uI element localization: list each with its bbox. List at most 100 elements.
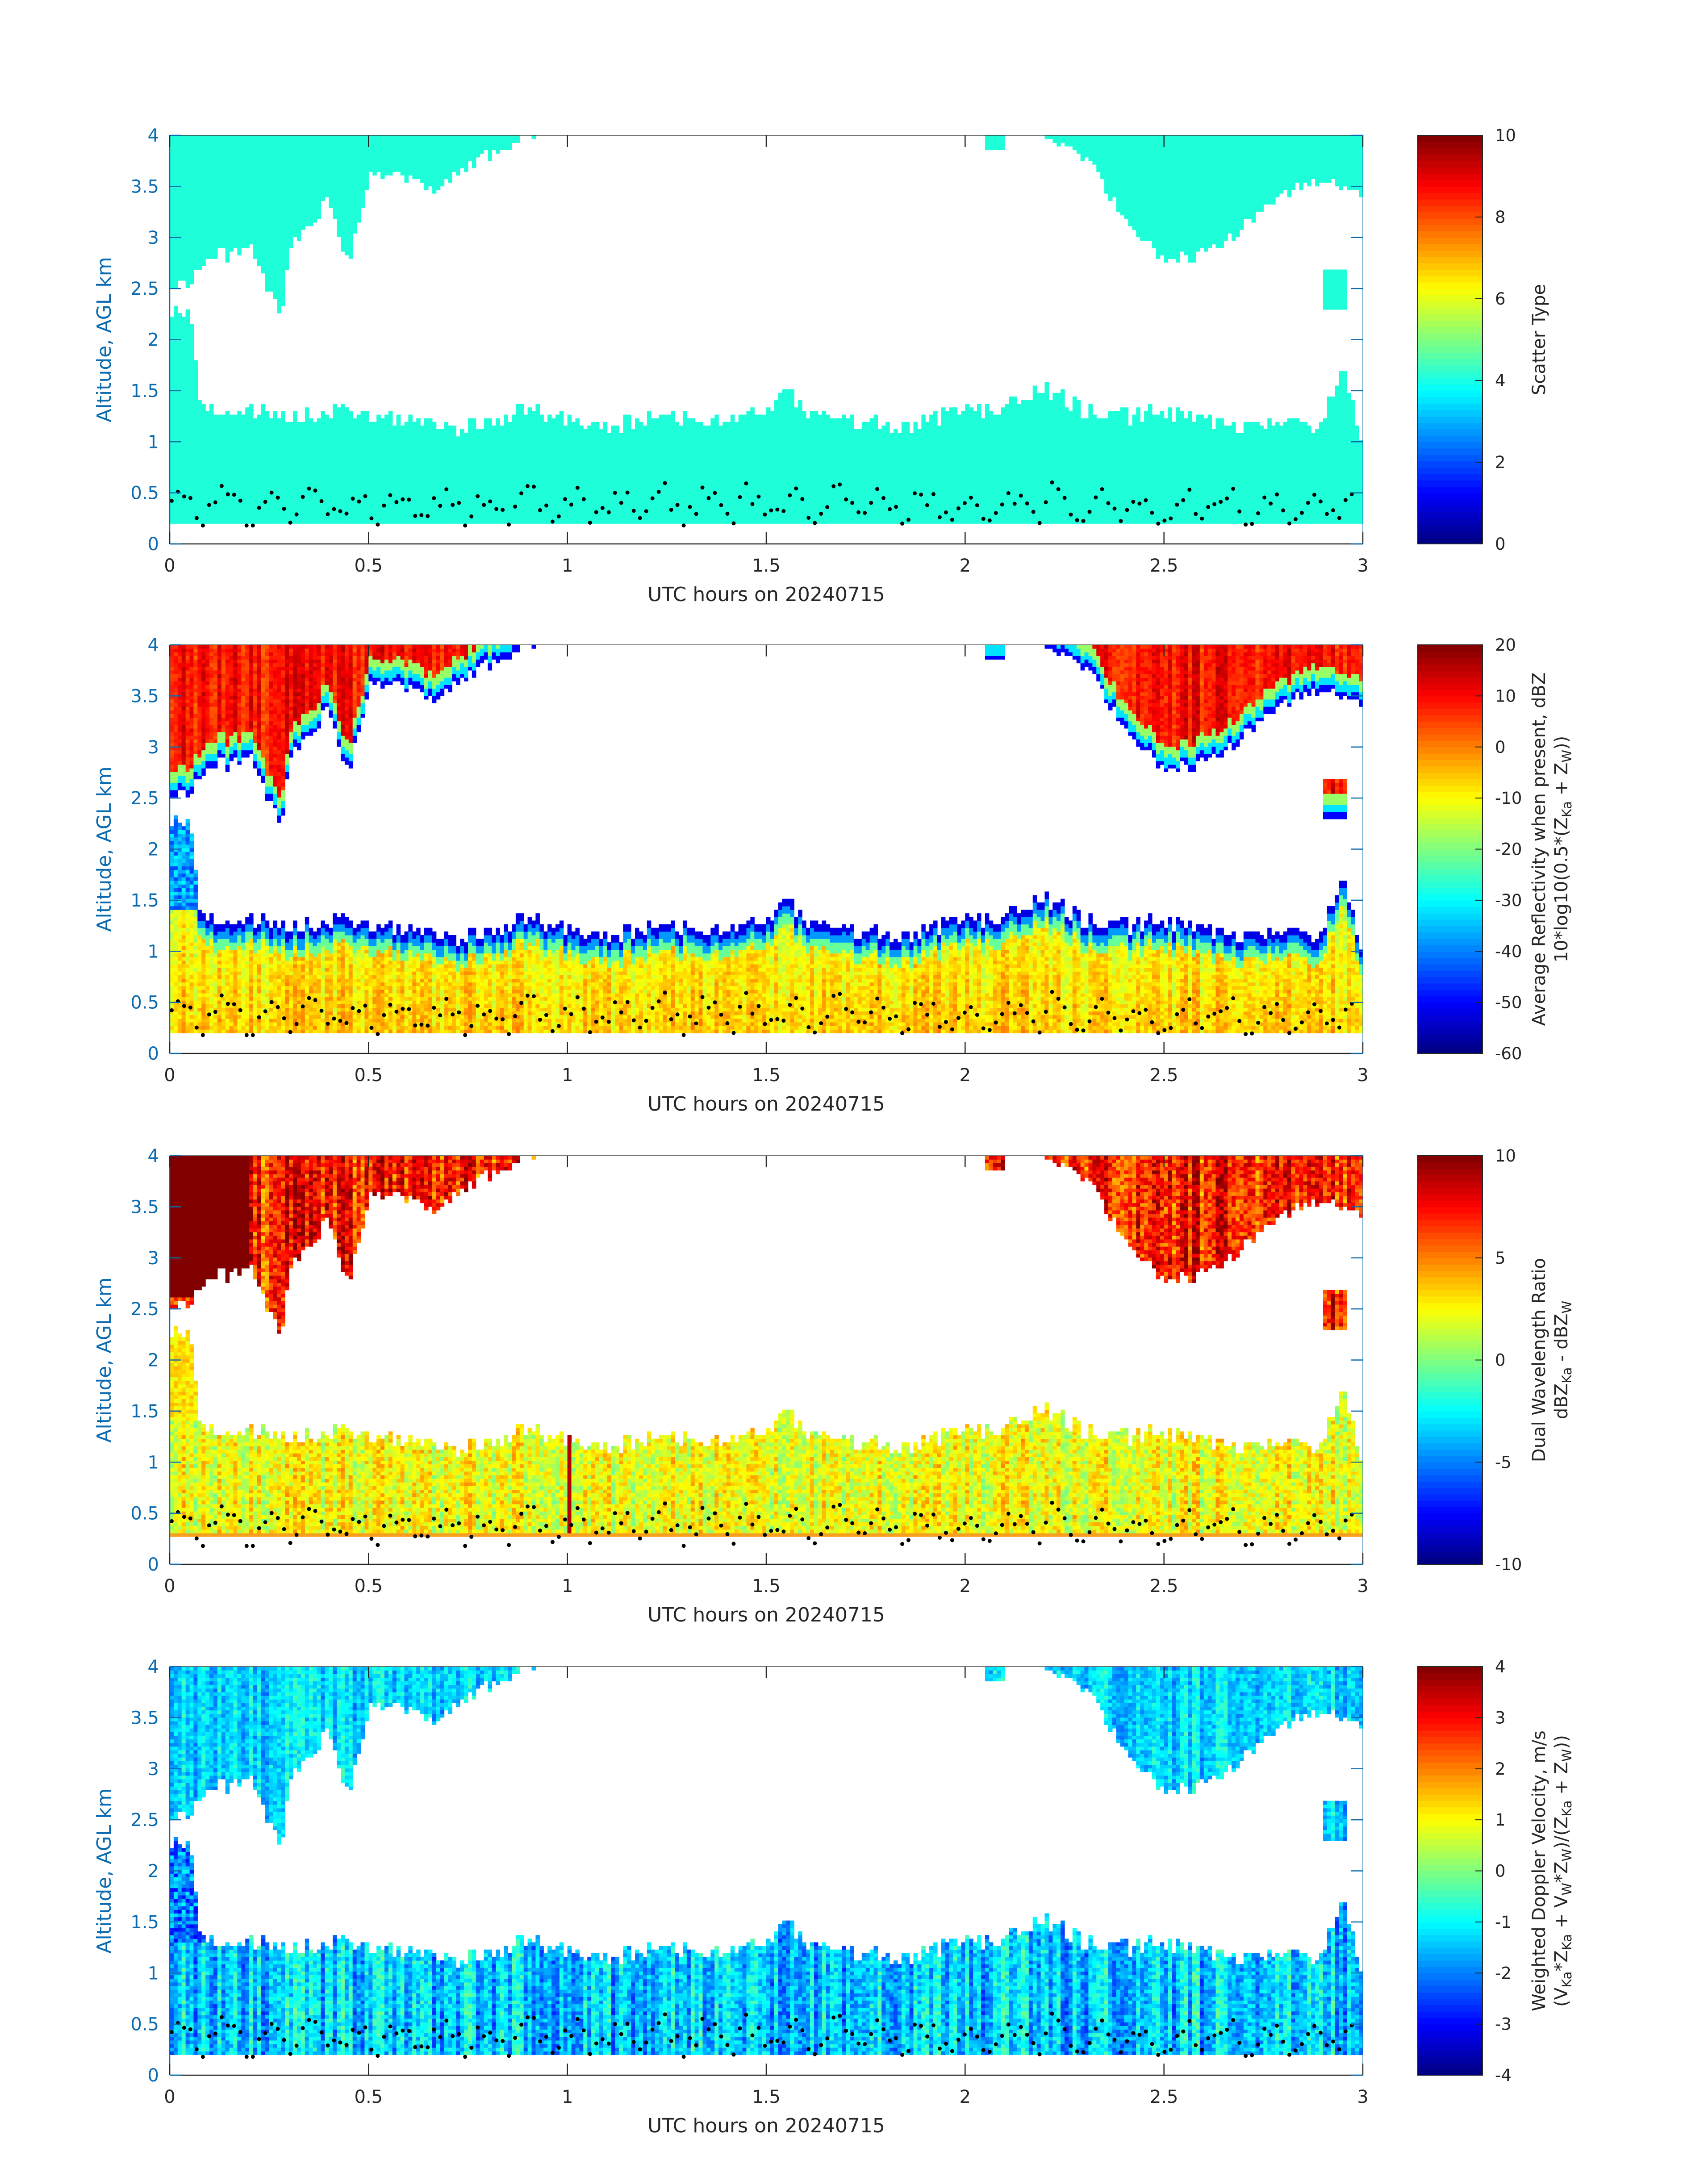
heatmap-cell	[257, 458, 262, 462]
heatmap-cell	[261, 465, 266, 469]
heatmap-cell	[289, 139, 293, 143]
heatmap-cell	[261, 150, 266, 154]
heatmap-cell	[468, 443, 472, 448]
heatmap-cell	[372, 433, 377, 437]
heatmap-cell	[261, 247, 266, 252]
heatmap-cell	[400, 512, 405, 517]
heatmap-cell	[205, 197, 210, 201]
heatmap-cell	[261, 142, 266, 146]
heatmap-cell	[221, 425, 226, 430]
heatmap-cell	[181, 175, 186, 180]
heatmap-cell	[476, 487, 480, 491]
heatmap-cell	[261, 218, 266, 223]
heatmap-cell	[205, 505, 210, 510]
heatmap-cell	[432, 443, 437, 448]
heatmap-cell	[452, 494, 456, 498]
heatmap-cell	[488, 447, 493, 451]
heatmap-cell	[329, 433, 333, 437]
heatmap-cell	[177, 208, 182, 212]
heatmap-cell	[209, 407, 214, 412]
heatmap-cell	[217, 197, 222, 201]
heatmap-cell	[181, 516, 186, 520]
heatmap-cell	[436, 146, 441, 150]
heatmap-cell	[185, 168, 190, 172]
heatmap-cell	[189, 189, 194, 194]
heatmap-cell	[380, 505, 385, 510]
heatmap-cell	[480, 458, 484, 462]
heatmap-cell	[436, 150, 441, 154]
heatmap-cell	[321, 182, 325, 187]
heatmap-cell	[257, 164, 262, 168]
heatmap-cell	[527, 462, 532, 466]
heatmap-cell	[352, 498, 357, 502]
heatmap-cell	[201, 454, 206, 459]
heatmap-cell	[197, 175, 202, 180]
heatmap-cell	[257, 142, 262, 146]
heatmap-cell	[428, 175, 433, 180]
heatmap-cell	[253, 516, 258, 520]
heatmap-cell	[277, 273, 281, 277]
heatmap-cell	[189, 342, 194, 346]
heatmap-cell	[173, 469, 178, 473]
heatmap-cell	[209, 494, 214, 498]
heatmap-cell	[225, 222, 230, 226]
heatmap-cell	[285, 462, 289, 466]
heatmap-cell	[170, 226, 174, 230]
heatmap-cell	[476, 498, 480, 502]
heatmap-cell	[352, 520, 357, 524]
heatmap-cell	[289, 443, 293, 448]
heatmap-cell	[301, 142, 305, 146]
heatmap-cell	[333, 483, 337, 488]
heatmap-cell	[205, 244, 210, 248]
heatmap-cell	[253, 208, 258, 212]
heatmap-cell	[201, 476, 206, 481]
heatmap-cell	[337, 454, 341, 459]
heatmap-cell	[237, 204, 242, 209]
heatmap-cell	[221, 142, 226, 146]
heatmap-cell	[225, 153, 230, 158]
heatmap-cell	[333, 425, 337, 430]
heatmap-cell	[448, 469, 452, 473]
heatmap-cell	[440, 465, 445, 469]
heatmap-cell	[392, 458, 397, 462]
heatmap-cell	[436, 458, 441, 462]
heatmap-cell	[201, 157, 206, 161]
heatmap-cell	[257, 476, 262, 481]
heatmap-cell	[301, 429, 305, 433]
heatmap-cell	[269, 157, 274, 161]
heatmap-cell	[472, 443, 476, 448]
heatmap-cell	[444, 425, 449, 430]
heatmap-cell	[241, 509, 246, 513]
heatmap-cell	[460, 160, 464, 165]
heatmap-cell	[269, 443, 274, 448]
heatmap-cell	[364, 135, 369, 139]
heatmap-cell	[177, 451, 182, 455]
heatmap-cell	[261, 509, 266, 513]
heatmap-cell	[408, 443, 413, 448]
heatmap-cell	[340, 208, 345, 212]
heatmap-cell	[360, 139, 365, 143]
heatmap-cell	[344, 171, 349, 175]
heatmap-cell	[261, 175, 266, 180]
heatmap-cell	[464, 487, 468, 491]
heatmap-cell	[185, 458, 190, 462]
heatmap-cell	[440, 436, 445, 441]
heatmap-cell	[281, 433, 285, 437]
heatmap-cell	[539, 443, 544, 448]
heatmap-cell	[229, 153, 234, 158]
heatmap-cell	[249, 509, 254, 513]
heatmap-cell	[253, 135, 258, 139]
heatmap-cell	[317, 498, 322, 502]
heatmap-cell	[201, 208, 206, 212]
heatmap-cell	[185, 233, 190, 238]
heatmap-cell	[297, 215, 301, 219]
heatmap-cell	[348, 433, 353, 437]
heatmap-cell	[233, 215, 238, 219]
heatmap-cell	[273, 218, 278, 223]
heatmap-cell	[329, 186, 333, 190]
heatmap-cell	[476, 139, 480, 143]
heatmap-cell	[364, 171, 369, 175]
heatmap-cell	[480, 512, 484, 517]
heatmap-cell	[531, 436, 536, 441]
heatmap-cell	[185, 364, 190, 368]
